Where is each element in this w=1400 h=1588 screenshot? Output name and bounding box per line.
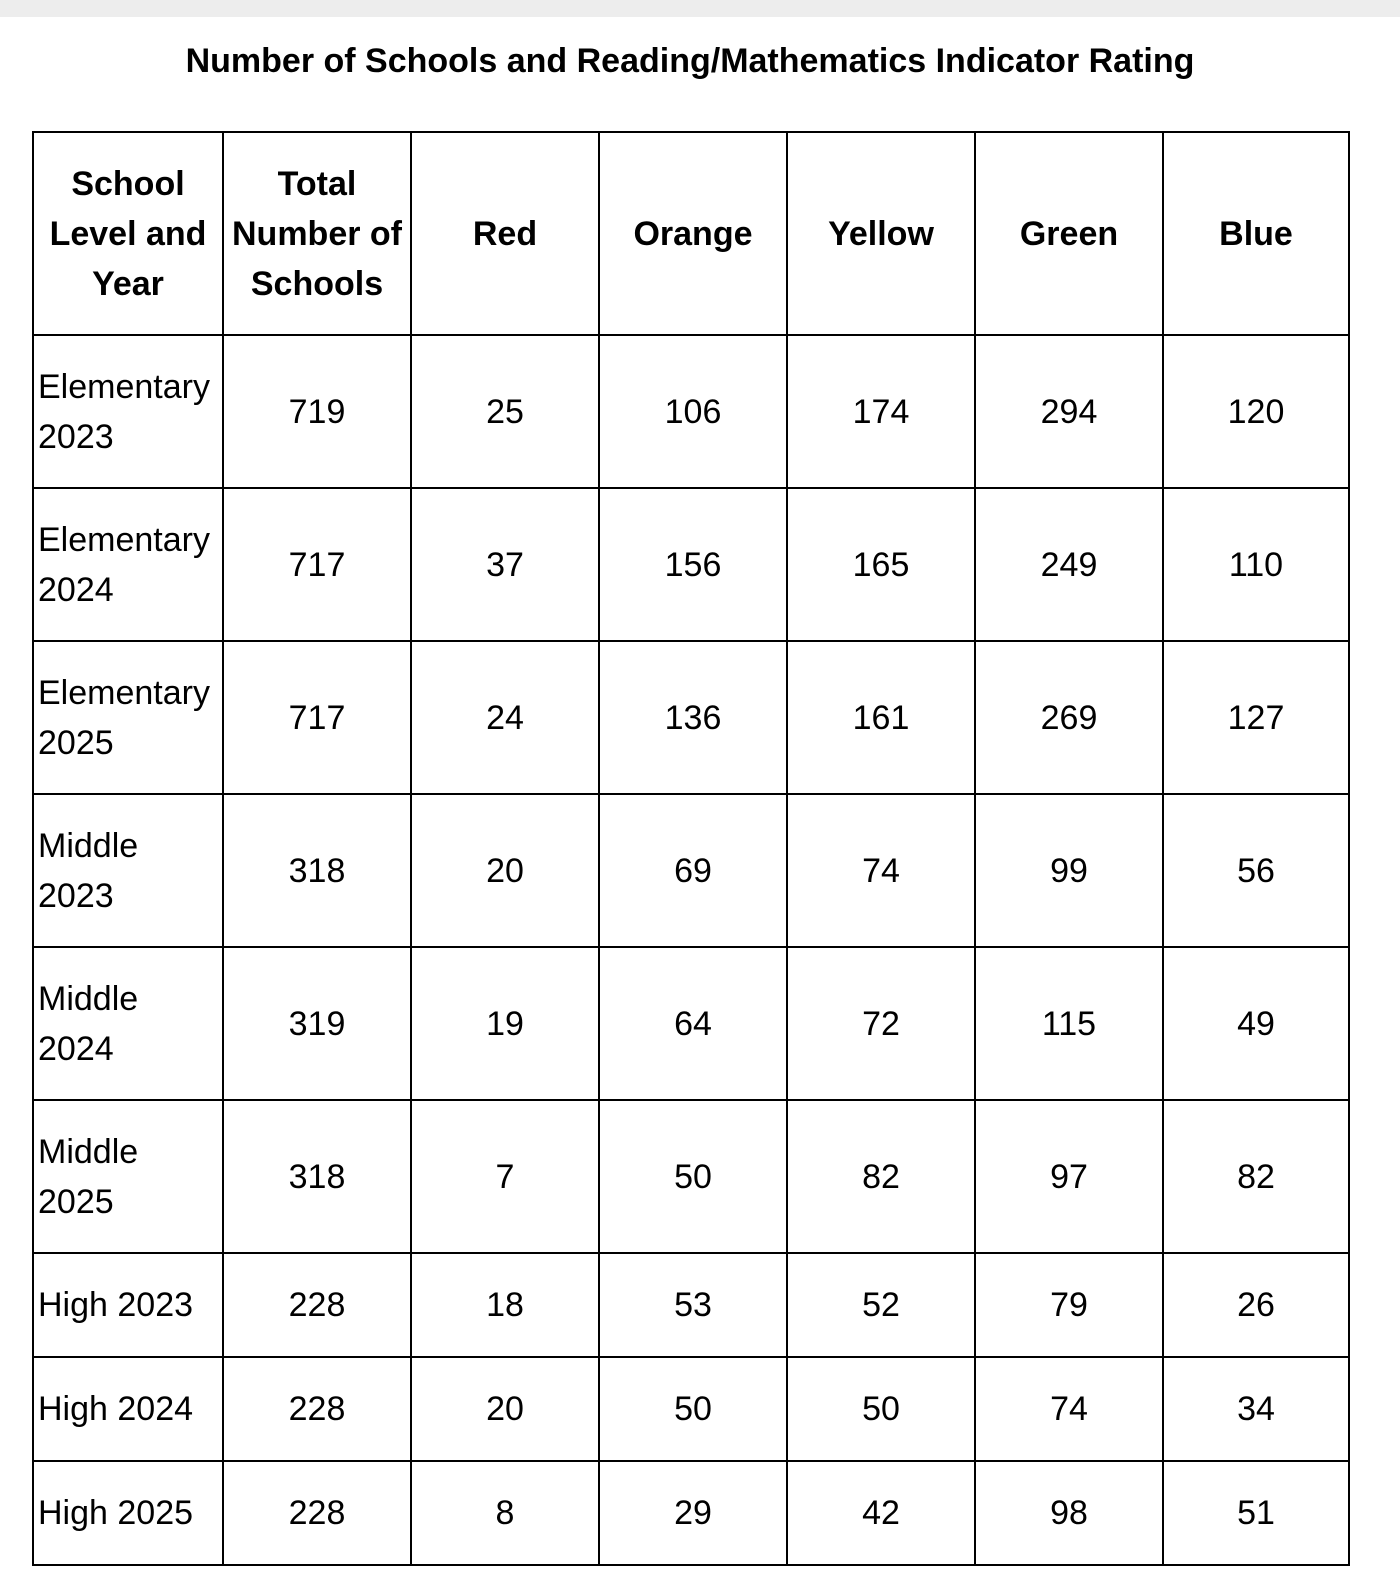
table-row: High 2023 228 18 53 52 79 26 [32, 1252, 1350, 1358]
value-cell: 97 [974, 1099, 1164, 1254]
row-label-cell: Middle 2024 [32, 946, 224, 1101]
value-cell: 29 [598, 1460, 788, 1566]
value-cell: 98 [974, 1460, 1164, 1566]
table-row: High 2024 228 20 50 50 74 34 [32, 1356, 1350, 1462]
value-cell: 18 [410, 1252, 600, 1358]
value-cell: 74 [974, 1356, 1164, 1462]
value-cell: 717 [222, 640, 412, 795]
value-cell: 69 [598, 793, 788, 948]
value-cell: 174 [786, 334, 976, 489]
value-cell: 50 [598, 1099, 788, 1254]
value-cell: 318 [222, 1099, 412, 1254]
table-row: Middle 2025 318 7 50 82 97 82 [32, 1099, 1350, 1254]
value-cell: 26 [1162, 1252, 1350, 1358]
value-cell: 53 [598, 1252, 788, 1358]
table-row: Elementary 2025 717 24 136 161 269 127 [32, 640, 1350, 795]
value-cell: 82 [786, 1099, 976, 1254]
value-cell: 115 [974, 946, 1164, 1101]
top-bar [0, 0, 1400, 17]
column-header-yellow: Yellow [786, 131, 976, 336]
value-cell: 79 [974, 1252, 1164, 1358]
value-cell: 127 [1162, 640, 1350, 795]
value-cell: 719 [222, 334, 412, 489]
value-cell: 64 [598, 946, 788, 1101]
value-cell: 120 [1162, 334, 1350, 489]
value-cell: 25 [410, 334, 600, 489]
value-cell: 717 [222, 487, 412, 642]
schools-rating-table: School Level and Year Total Number of Sc… [32, 131, 1350, 1566]
row-label-cell: Elementary 2024 [32, 487, 224, 642]
value-cell: 50 [786, 1356, 976, 1462]
value-cell: 269 [974, 640, 1164, 795]
value-cell: 228 [222, 1460, 412, 1566]
table-row: Elementary 2024 717 37 156 165 249 110 [32, 487, 1350, 642]
row-label-cell: Elementary 2023 [32, 334, 224, 489]
page-content: Number of Schools and Reading/Mathematic… [32, 41, 1350, 1566]
row-label-cell: High 2023 [32, 1252, 224, 1358]
column-header-green: Green [974, 131, 1164, 336]
page-title: Number of Schools and Reading/Mathematic… [185, 42, 1195, 80]
value-cell: 99 [974, 793, 1164, 948]
value-cell: 136 [598, 640, 788, 795]
value-cell: 228 [222, 1252, 412, 1358]
value-cell: 156 [598, 487, 788, 642]
value-cell: 24 [410, 640, 600, 795]
value-cell: 8 [410, 1460, 600, 1566]
row-label-cell: Middle 2025 [32, 1099, 224, 1254]
value-cell: 228 [222, 1356, 412, 1462]
value-cell: 72 [786, 946, 976, 1101]
column-header-total: Total Number of Schools [222, 131, 412, 336]
value-cell: 7 [410, 1099, 600, 1254]
table-row: High 2025 228 8 29 42 98 51 [32, 1460, 1350, 1566]
value-cell: 42 [786, 1460, 976, 1566]
value-cell: 56 [1162, 793, 1350, 948]
value-cell: 110 [1162, 487, 1350, 642]
column-header-blue: Blue [1162, 131, 1350, 336]
table-row: Elementary 2023 719 25 106 174 294 120 [32, 334, 1350, 489]
value-cell: 318 [222, 793, 412, 948]
table-row: Middle 2023 318 20 69 74 99 56 [32, 793, 1350, 948]
value-cell: 37 [410, 487, 600, 642]
value-cell: 34 [1162, 1356, 1350, 1462]
value-cell: 165 [786, 487, 976, 642]
value-cell: 51 [1162, 1460, 1350, 1566]
value-cell: 249 [974, 487, 1164, 642]
value-cell: 49 [1162, 946, 1350, 1101]
value-cell: 50 [598, 1356, 788, 1462]
header-row: School Level and Year Total Number of Sc… [32, 131, 1350, 336]
value-cell: 20 [410, 1356, 600, 1462]
row-label-cell: High 2024 [32, 1356, 224, 1462]
value-cell: 74 [786, 793, 976, 948]
table-row: Middle 2024 319 19 64 72 115 49 [32, 946, 1350, 1101]
value-cell: 82 [1162, 1099, 1350, 1254]
column-header-red: Red [410, 131, 600, 336]
value-cell: 294 [974, 334, 1164, 489]
row-label-cell: High 2025 [32, 1460, 224, 1566]
column-header-school-level: School Level and Year [32, 131, 224, 336]
row-label-cell: Middle 2023 [32, 793, 224, 948]
value-cell: 161 [786, 640, 976, 795]
column-header-orange: Orange [598, 131, 788, 336]
value-cell: 319 [222, 946, 412, 1101]
value-cell: 52 [786, 1252, 976, 1358]
row-label-cell: Elementary 2025 [32, 640, 224, 795]
value-cell: 20 [410, 793, 600, 948]
value-cell: 19 [410, 946, 600, 1101]
value-cell: 106 [598, 334, 788, 489]
